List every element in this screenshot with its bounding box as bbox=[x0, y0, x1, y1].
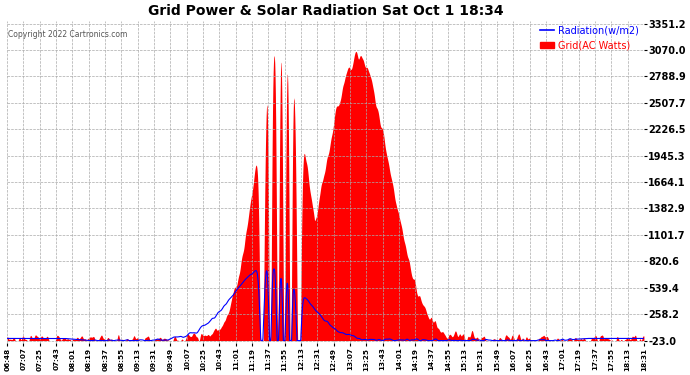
Legend: Radiation(w/m2), Grid(AC Watts): Radiation(w/m2), Grid(AC Watts) bbox=[536, 22, 643, 54]
Text: Copyright 2022 Cartronics.com: Copyright 2022 Cartronics.com bbox=[8, 30, 128, 39]
Title: Grid Power & Solar Radiation Sat Oct 1 18:34: Grid Power & Solar Radiation Sat Oct 1 1… bbox=[148, 4, 503, 18]
